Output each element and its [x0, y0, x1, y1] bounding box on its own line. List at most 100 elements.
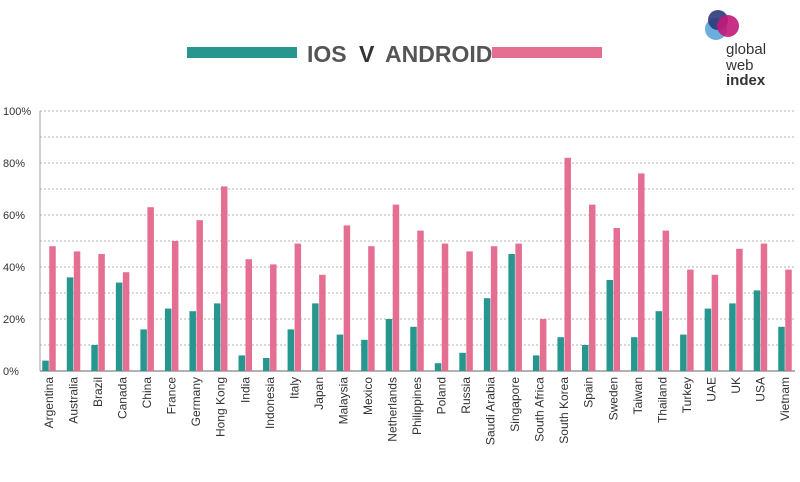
x-tick-label: South Korea	[557, 377, 571, 444]
bar-ios	[238, 355, 246, 371]
bar-android	[294, 243, 302, 371]
title-ios: IOS	[307, 41, 347, 67]
x-tick-label: Brazil	[91, 377, 105, 407]
y-tick-label: 80%	[3, 158, 25, 170]
bar-android	[711, 274, 719, 371]
x-tick-label: Hong Kong	[214, 377, 228, 437]
bar-android	[760, 243, 768, 371]
bar-ios	[483, 298, 491, 371]
bar-ios	[753, 290, 761, 371]
logo-line2: web	[725, 57, 754, 74]
bar-ios	[410, 326, 417, 371]
bar-ios	[631, 337, 638, 371]
x-tick-label: Taiwan	[631, 377, 645, 414]
bar-ios	[91, 345, 98, 371]
bar-ios	[581, 345, 589, 371]
title-android: ANDROID	[385, 41, 492, 67]
bar-ios	[361, 339, 368, 371]
bar-android	[171, 241, 179, 371]
x-tick-label: Sweden	[606, 377, 620, 420]
x-tick-label: China	[140, 377, 154, 409]
bar-android	[319, 274, 326, 371]
bar-android	[736, 248, 743, 371]
bar-android	[466, 251, 473, 371]
bar-ios	[287, 329, 295, 371]
bar-android	[417, 230, 424, 371]
bars	[42, 157, 792, 371]
bar-ios	[164, 308, 172, 371]
bar-android	[588, 204, 596, 371]
x-tick-label: Japan	[312, 377, 326, 410]
y-tick-label: 100%	[3, 106, 31, 118]
bar-android	[147, 207, 154, 371]
bar-android	[245, 259, 253, 371]
x-tick-label: Mexico	[361, 377, 375, 415]
y-tick-label: 20%	[3, 314, 25, 326]
y-tick-label: 60%	[3, 210, 25, 222]
bar-ios	[263, 358, 270, 371]
x-tick-label: UAE	[704, 377, 718, 402]
bar-android	[392, 204, 400, 371]
bar-ios	[434, 363, 442, 371]
chart-title: IOS V ANDROID	[187, 41, 602, 67]
x-tick-label: Saudi Arabia	[484, 377, 498, 445]
bar-android	[785, 269, 792, 371]
bar-ios	[655, 311, 663, 371]
bar-android	[687, 269, 694, 371]
bar-android	[515, 243, 522, 371]
bar-ios	[336, 334, 344, 371]
bar-ios	[729, 303, 736, 371]
bar-ios	[680, 334, 687, 371]
bar-android	[343, 225, 351, 371]
bar-ios	[213, 303, 221, 371]
x-tick-label: Indonesia	[263, 377, 277, 429]
logo-circle-magenta	[717, 15, 739, 37]
x-tick-label: Netherlands	[385, 377, 399, 442]
bar-android	[613, 228, 621, 371]
globalwebindex-logo: global web index	[705, 10, 766, 89]
bar-ios	[312, 303, 319, 371]
x-tick-label: Vietnam	[778, 377, 792, 421]
legend-swatch-android	[492, 47, 602, 58]
x-tick-label: Malaysia	[336, 377, 350, 425]
bar-ios	[532, 355, 540, 371]
bar-android	[122, 272, 130, 371]
bar-android	[220, 186, 228, 371]
x-tick-label: Turkey	[680, 377, 694, 413]
x-tick-label: South Africa	[533, 377, 547, 442]
bar-ios	[778, 326, 785, 371]
bar-android	[564, 157, 571, 371]
x-tick-label: Argentina	[42, 377, 56, 429]
bar-ios	[66, 277, 74, 371]
x-tick-label: Russia	[459, 377, 473, 414]
bar-ios	[115, 282, 123, 371]
bar-android	[539, 319, 547, 371]
x-tick-label: Spain	[582, 377, 596, 408]
title-v: V	[359, 41, 375, 67]
bar-ios	[704, 308, 712, 371]
bar-ios	[385, 319, 393, 371]
x-tick-label: Germany	[189, 377, 203, 426]
bar-android	[98, 254, 105, 371]
bar-ios	[557, 337, 564, 371]
x-tick-label: UK	[729, 377, 743, 394]
x-tick-label: Thailand	[655, 377, 669, 423]
x-tick-label: France	[165, 377, 179, 415]
bar-ios	[508, 254, 515, 371]
bar-android	[441, 243, 449, 371]
bar-ios	[189, 311, 196, 371]
bar-android	[270, 264, 277, 371]
bar-ios	[459, 352, 466, 371]
x-tick-label: USA	[753, 377, 767, 402]
y-axis-ticks: 0% 20% 40% 60% 80% 100%	[3, 106, 31, 378]
bar-ios	[140, 329, 147, 371]
x-tick-label: Italy	[287, 377, 301, 399]
y-tick-label: 40%	[3, 262, 25, 274]
x-axis-labels: Argentina Australia Brazil Canada China Franc…	[42, 377, 792, 445]
y-tick-label: 0%	[3, 366, 19, 378]
x-tick-label: Australia	[67, 377, 81, 424]
bar-android	[196, 220, 203, 371]
x-tick-label: Canada	[116, 377, 130, 419]
bar-android	[638, 173, 645, 371]
